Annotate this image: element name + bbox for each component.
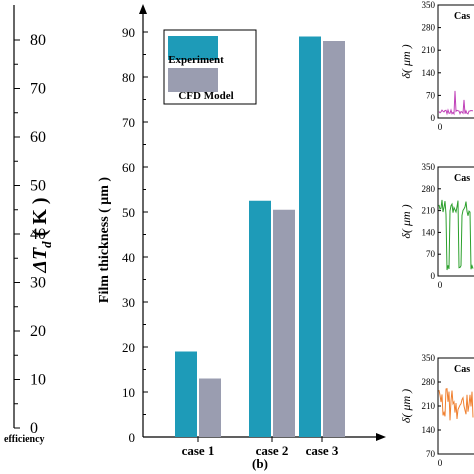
left-tick-label: 50 — [30, 178, 46, 195]
left-axis-panel: 0 10 20 30 40 50 60 70 80 ΔTd ( K ) efficiency — [4, 5, 54, 445]
right-tick-label: 0 — [431, 271, 436, 281]
left-tick-label: 40 — [30, 226, 46, 243]
legend-label-cfd: CFD Model — [178, 90, 233, 102]
right-tick-label: 350 — [422, 0, 436, 10]
left-ylabel-sub: d — [39, 241, 54, 248]
left-tick-label: 0 — [30, 420, 38, 437]
right-tick-label: 70 — [426, 449, 436, 459]
left-ylabel-prefix: ΔT — [29, 247, 51, 274]
legend-swatch-experiment — [168, 36, 218, 60]
left-ylabel-suffix: ( K ) — [29, 197, 51, 241]
right-ylabel: δ( μm ) — [399, 389, 413, 423]
bar-x-tick-label: case 3 — [306, 443, 339, 458]
bar-cfd-case-1 — [199, 378, 221, 437]
legend-swatch-cfd — [168, 68, 218, 92]
bar-x-ticks: case 1 case 2 case 3 — [182, 437, 339, 458]
bar-experiment-case-3 — [299, 36, 321, 437]
bar-experiment-case-2 — [249, 200, 271, 437]
left-tick-label: 80 — [30, 32, 46, 49]
bar-y-tick-label: 50 — [122, 205, 135, 220]
right-trace — [438, 90, 473, 116]
left-axis-ticks: 0 10 20 30 40 50 60 70 80 — [14, 32, 46, 437]
bars-group — [175, 36, 345, 437]
bar-y-tick-label: 0 — [129, 430, 136, 445]
right-trace — [438, 388, 474, 421]
right-tick-label: 140 — [422, 227, 436, 237]
bar-y-tick-label: 90 — [122, 25, 135, 40]
right-tick-label: 140 — [422, 68, 436, 78]
right-tick-label: 280 — [422, 23, 436, 33]
right-tick-label: 70 — [426, 249, 436, 259]
bar-ylabel-group: Film thickness ( μm ) — [97, 177, 112, 303]
bar-cfd-case-2 — [273, 209, 295, 437]
right-tick-label: 280 — [422, 184, 436, 194]
right-x-tick-label: 0 — [438, 122, 443, 132]
right-tick-label: 350 — [422, 353, 436, 363]
right-panel-title: Cas — [454, 11, 470, 22]
bar-y-tick-label: 70 — [122, 115, 135, 130]
bar-y-tick-label: 40 — [122, 250, 135, 265]
bar-y-tick-label: 80 — [122, 70, 135, 85]
panel-label: (b) — [252, 456, 268, 471]
right-x-tick-label: 0 — [438, 458, 443, 468]
left-tick-label: 10 — [30, 372, 46, 389]
right-x-tick-label: 0 — [438, 280, 443, 290]
right-panel-title: Cas — [454, 173, 470, 184]
bar-y-tick-label: 10 — [122, 385, 135, 400]
left-tick-label: 20 — [30, 323, 46, 340]
bar-chart-panel: 0 10 20 30 40 50 60 70 80 90 case 1 case 2 case 3 F… — [97, 4, 386, 471]
left-tick-label: 70 — [30, 81, 46, 98]
right-panel-middle: 0 70 140 210 280 350 Cas 0 δ( μm ) — [399, 162, 474, 290]
left-axis-title: ΔTd ( K ) — [29, 197, 54, 273]
bar-x-tick-label: case 2 — [256, 443, 289, 458]
bar-y-tick-label: 60 — [122, 160, 135, 175]
bar-y-tick-label: 20 — [122, 340, 135, 355]
bar-x-axis-arrow — [376, 433, 386, 441]
bar-y-tick-label: 30 — [122, 295, 135, 310]
right-tick-label: 210 — [422, 401, 436, 411]
left-bottom-label: efficiency — [4, 434, 45, 445]
left-tick-label: 30 — [30, 275, 46, 292]
right-ylabel: δ( μm ) — [399, 44, 413, 78]
right-panel-title: Cas — [454, 364, 470, 375]
right-panel-top: 0 70 140 210 280 350 Cas 0 δ( μm ) — [399, 0, 474, 132]
left-tick-label: 60 — [30, 129, 46, 146]
right-tick-label: 70 — [426, 90, 436, 100]
bar-experiment-case-1 — [175, 351, 197, 437]
legend-label-experiment: Experiment — [168, 54, 224, 66]
legend: Experiment CFD Model — [163, 29, 257, 105]
right-trace — [438, 199, 474, 271]
bar-y-axis-arrow — [139, 4, 147, 14]
right-tick-label: 0 — [431, 113, 436, 123]
svg-text:ΔTd ( K ): ΔTd ( K ) — [29, 197, 54, 273]
right-tick-label: 210 — [422, 45, 436, 55]
right-panel-bottom: 70 140 210 280 350 Cas 0 δ( μm ) — [399, 353, 474, 468]
right-tick-label: 280 — [422, 377, 436, 387]
bar-ylabel: Film thickness ( μm ) — [97, 177, 112, 303]
right-panel-frame — [437, 166, 474, 277]
right-tick-label: 210 — [422, 206, 436, 216]
bar-cfd-case-3 — [323, 41, 345, 437]
bar-x-tick-label: case 1 — [182, 443, 215, 458]
right-ylabel: δ( μm ) — [399, 204, 413, 238]
right-tick-label: 140 — [422, 425, 436, 435]
right-tick-label: 350 — [422, 162, 436, 172]
bar-y-ticks: 0 10 20 30 40 50 60 70 80 90 — [122, 25, 148, 445]
right-panel-frame — [437, 4, 474, 119]
